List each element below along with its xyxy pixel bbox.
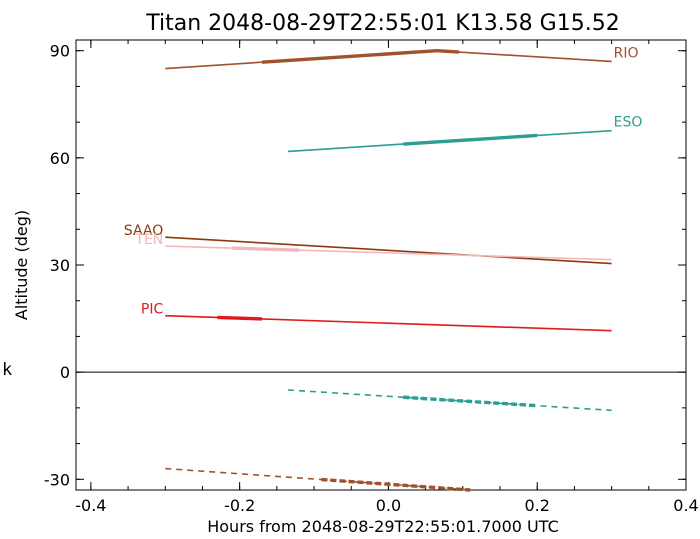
series-label: TEN — [134, 232, 163, 248]
x-tick-label: -0.4 — [75, 496, 106, 515]
series-observable-segment — [403, 395, 538, 408]
plot-frame — [75, 39, 687, 491]
y-tick-label: 60 — [50, 149, 70, 168]
y-axis-ticks: -30 0 30 60 90 — [44, 42, 686, 489]
series-label: RIO — [614, 45, 639, 61]
y-tick-label: 0 — [60, 363, 70, 382]
series-observable-segment — [321, 477, 471, 492]
series-label: SAAO — [124, 223, 163, 239]
y-tick-label: 30 — [50, 256, 70, 275]
series-label: PIC — [141, 302, 164, 318]
series-line — [165, 236, 612, 265]
series-observable-segment — [261, 49, 460, 64]
series-layer — [165, 49, 612, 492]
x-axis-label: Hours from 2048-08-29T22:55:01.7000 UTC — [207, 517, 559, 536]
y-axis-label: Altitude (deg) — [12, 210, 31, 320]
x-tick-label: 0.0 — [376, 496, 401, 515]
chart-title: Titan 2048-08-29T22:55:01 K13.58 G15.52 — [145, 11, 619, 36]
x-tick-label: -0.2 — [224, 496, 255, 515]
x-tick-label: 0.4 — [673, 496, 698, 515]
series-label: ESO — [614, 115, 643, 131]
series-line — [165, 467, 471, 491]
series-observable-segment — [217, 315, 263, 321]
y-tick-label: 90 — [50, 42, 70, 61]
y-tick-label: -30 — [44, 470, 70, 489]
side-label: k — [2, 360, 12, 380]
x-axis-ticks: -0.4 -0.2 0.0 0.2 0.4 — [75, 40, 699, 515]
x-tick-label: 0.2 — [524, 496, 549, 515]
series-observable-segment — [403, 133, 538, 146]
series-observable-segment — [232, 246, 300, 252]
